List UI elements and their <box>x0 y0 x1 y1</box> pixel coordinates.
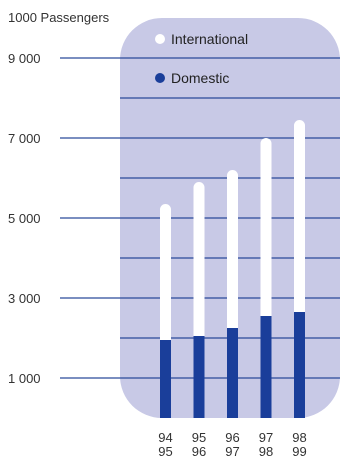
bar-international <box>160 204 171 346</box>
x-tick-label-bottom: 98 <box>259 444 273 459</box>
bar-international <box>294 120 305 318</box>
bar-international <box>227 170 238 334</box>
x-tick-label-top: 94 <box>158 430 172 445</box>
x-tick-label-top: 96 <box>225 430 239 445</box>
legend-marker <box>155 73 165 83</box>
y-tick-label: 9 000 <box>8 51 41 66</box>
bar-international <box>193 182 205 342</box>
y-tick-labels: 9 000 7 000 5 000 3 000 1 000 <box>8 51 41 386</box>
x-tick-label-top: 98 <box>292 430 306 445</box>
x-tick-label-bottom: 96 <box>192 444 206 459</box>
bar-domestic <box>227 328 238 418</box>
x-tick-label-top: 97 <box>259 430 273 445</box>
y-tick-label: 3 000 <box>8 291 41 306</box>
legend-label: Domestic <box>171 70 229 86</box>
x-tick-label-bottom: 95 <box>158 444 172 459</box>
y-axis-label: 1000 Passengers <box>8 10 110 25</box>
legend-label: International <box>171 31 248 47</box>
legend-marker <box>155 34 165 44</box>
legend: International Domestic <box>155 31 248 86</box>
bars <box>160 120 305 418</box>
y-tick-label: 7 000 <box>8 131 41 146</box>
x-tick-label-bottom: 99 <box>292 444 306 459</box>
y-tick-label: 1 000 <box>8 371 41 386</box>
bar-domestic <box>260 316 272 418</box>
bar-domestic <box>294 312 305 418</box>
bar-domestic <box>160 340 171 418</box>
bar-domestic <box>193 336 205 418</box>
y-tick-label: 5 000 <box>8 211 41 226</box>
x-tick-label-top: 95 <box>192 430 206 445</box>
bar-international <box>260 138 272 322</box>
x-tick-label-bottom: 97 <box>225 444 239 459</box>
